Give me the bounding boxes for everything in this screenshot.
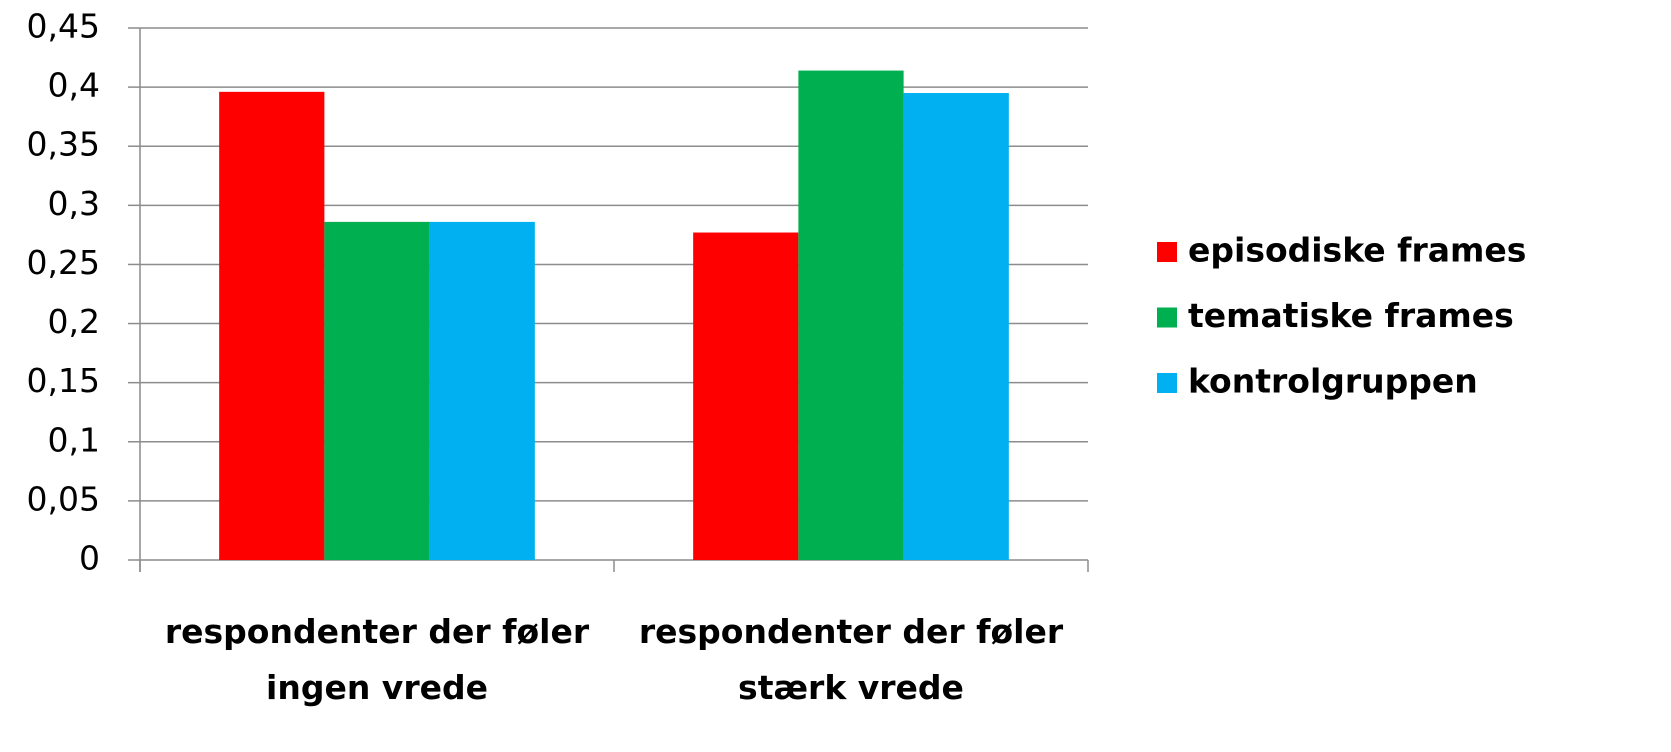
y-tick-label: 0,25 (27, 243, 100, 282)
bar (429, 221, 535, 560)
legend-label: episodiske frames (1188, 231, 1526, 270)
x-tick-label: respondenter der føler ingen vrede (164, 612, 590, 707)
y-tick-label: 0,3 (48, 184, 100, 223)
y-tick-label: 0,45 (27, 7, 100, 46)
bar (798, 70, 904, 560)
bar (219, 91, 325, 560)
legend-swatch (1157, 242, 1177, 262)
bar (903, 93, 1009, 561)
y-tick-label: 0,2 (48, 302, 100, 341)
legend-label: kontrolgruppen (1188, 362, 1478, 401)
y-tick-label: 0,4 (48, 66, 100, 105)
legend-swatch (1157, 307, 1177, 328)
y-tick-label: 0,15 (27, 361, 100, 400)
y-tick-label: 0 (79, 539, 100, 578)
legend-label: tematiske frames (1188, 296, 1514, 335)
x-tick-label: respondenter der føler stærk vrede (638, 612, 1064, 707)
bar (693, 232, 799, 560)
legend-swatch (1157, 373, 1177, 393)
y-tick-label: 0,05 (27, 479, 100, 518)
bar (324, 221, 430, 560)
y-tick-label: 0,1 (48, 420, 100, 459)
y-tick-label: 0,35 (27, 125, 100, 164)
